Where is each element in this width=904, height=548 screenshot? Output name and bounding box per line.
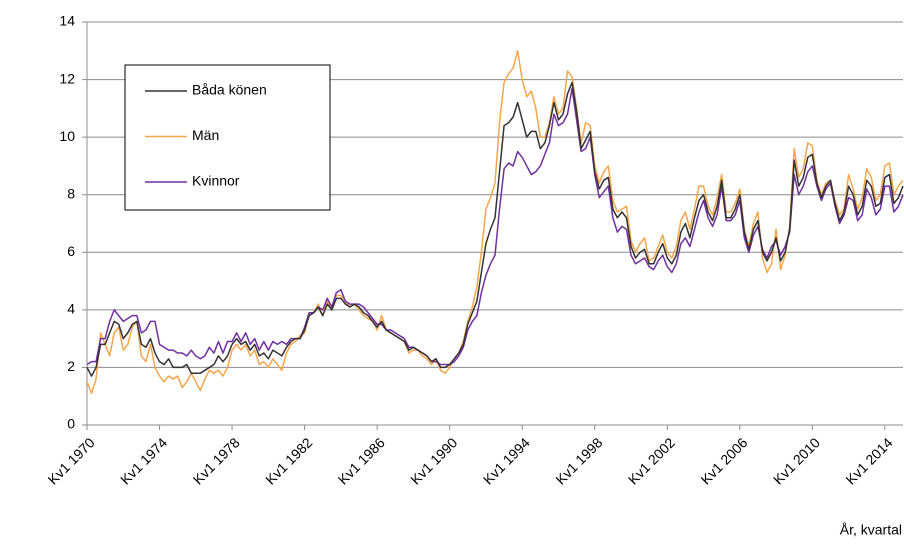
legend-label: Män (192, 127, 219, 143)
y-tick-label: 12 (59, 70, 75, 86)
x-tick-label: Kv1 1990 (407, 434, 460, 487)
x-tick-label: Kv1 2002 (625, 434, 678, 487)
x-tick-label: Kv1 1986 (335, 434, 388, 487)
legend: Båda könen Män Kvinnor (124, 64, 331, 211)
legend-label: Båda könen (192, 82, 267, 98)
x-tick-label: Kv1 1982 (262, 434, 315, 487)
x-tick-label: Kv1 1970 (45, 434, 98, 487)
series-line (86, 50, 904, 395)
x-tick-label: Kv1 2014 (842, 434, 895, 487)
x-tick-label: Kv1 2006 (697, 434, 750, 487)
y-tick-label: 6 (67, 243, 75, 259)
y-tick-label: 0 (67, 416, 75, 432)
y-tick-label: 4 (67, 301, 75, 317)
legend-label: Kvinnor (192, 173, 240, 189)
x-tick-label: Kv1 1998 (552, 434, 605, 487)
x-tick-label: Kv1 1978 (190, 434, 243, 487)
y-tick-label: 8 (67, 185, 75, 201)
x-tick-label: Kv1 1994 (480, 434, 533, 487)
x-tick-label: Kv1 2010 (770, 434, 823, 487)
y-tick-label: 14 (59, 13, 75, 29)
x-axis-label: År, kvartal (840, 522, 902, 538)
legend-box (124, 64, 331, 211)
y-tick-label: 2 (67, 358, 75, 374)
series-line (86, 81, 904, 377)
y-tick-label: 10 (59, 128, 75, 144)
x-tick-label: Kv1 1974 (117, 434, 170, 487)
series-line (86, 87, 904, 366)
